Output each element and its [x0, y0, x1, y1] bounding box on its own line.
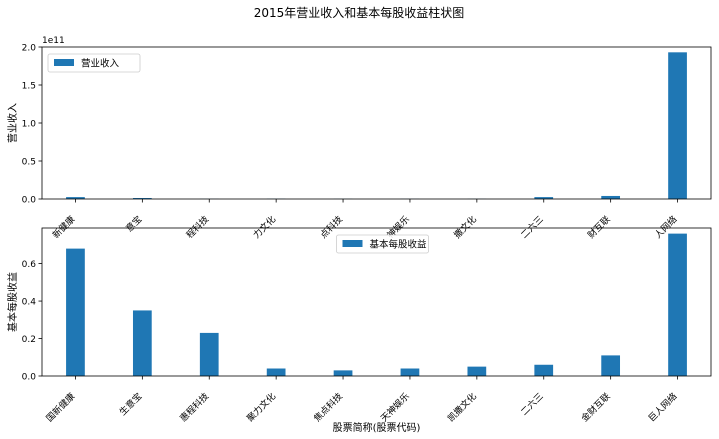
legend: 营业收入: [47, 53, 141, 73]
legend-swatch: [54, 59, 74, 66]
legend-box: [47, 53, 141, 73]
legend-box: [336, 234, 429, 254]
y-tick-label: 0.4: [22, 298, 37, 308]
bar-巨人网络: [668, 52, 687, 199]
y-axis-label: 基本每股收益: [6, 272, 19, 332]
y-tick-label: 1.5: [22, 82, 36, 92]
x-axis-label: 股票简称(股票代码): [333, 421, 421, 434]
bar-二六三: [534, 364, 554, 376]
y-tick-label: 2.0: [22, 44, 37, 54]
bar-聚力文化: [266, 368, 286, 376]
bar-国新健康: [66, 197, 85, 199]
bar-巨人网络: [668, 233, 687, 376]
y-tick-label: 1.0: [22, 120, 37, 130]
y-tick-label: 0.2: [22, 335, 36, 345]
bar-焦点科技: [333, 370, 353, 376]
y-tick-label: 0.0: [22, 373, 37, 383]
legend-label: 营业收入: [81, 58, 120, 70]
plot-frame: [41, 227, 712, 377]
y-axis-label: 营业收入: [6, 103, 19, 143]
bar-生意宝: [132, 310, 152, 376]
legend-label: 基本每股收益: [370, 239, 428, 251]
y-tick-label: 0.6: [22, 260, 37, 270]
y-offset-label: 1e11: [42, 36, 65, 46]
bar-二六三: [534, 197, 554, 199]
bar-凯撒文化: [467, 366, 487, 376]
bar-金财互联: [601, 195, 621, 199]
bar-生意宝: [132, 198, 152, 199]
y-tick-label: 0.5: [22, 158, 36, 168]
bar-国新健康: [66, 248, 85, 376]
legend-swatch: [342, 240, 363, 247]
y-tick-label: 0.0: [22, 196, 37, 206]
bar-天神娱乐: [400, 368, 420, 376]
bar-惠程科技: [199, 332, 219, 376]
legend: 基本每股收益: [336, 234, 429, 254]
bar-金财互联: [601, 355, 621, 376]
figure-title: 2015年营业收入和基本每股收益柱状图: [254, 5, 465, 20]
